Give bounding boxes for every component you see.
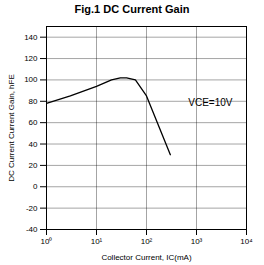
html-text:Fig.1 DC Current Gain: Fig.1 DC Current Gain: [74, 3, 190, 15]
svg-text:140: 140: [24, 33, 38, 42]
svg-text:20: 20: [29, 161, 38, 170]
svg-text:120: 120: [24, 54, 38, 63]
svg-text:60: 60: [29, 118, 38, 127]
svg-text:100: 100: [24, 75, 38, 84]
svg-text:-20: -20: [26, 204, 38, 213]
svg-text:10¹: 10¹: [91, 237, 103, 246]
svg-text:10³: 10³: [191, 237, 203, 246]
svg-text:VCE=10V: VCE=10V: [188, 97, 233, 108]
svg-text:0: 0: [33, 182, 38, 191]
svg-text:80: 80: [29, 97, 38, 106]
svg-text:-40: -40: [26, 225, 38, 234]
svg-text:DC Current Current Gain, hFE: DC Current Current Gain, hFE: [7, 74, 16, 182]
svg-text:40: 40: [29, 140, 38, 149]
svg-text:Collector Current, IC(mA): Collector Current, IC(mA): [101, 253, 192, 262]
svg-text:10⁴: 10⁴: [240, 237, 253, 246]
svg-text:10²: 10²: [141, 237, 153, 246]
svg-text:10⁰: 10⁰: [41, 237, 53, 246]
